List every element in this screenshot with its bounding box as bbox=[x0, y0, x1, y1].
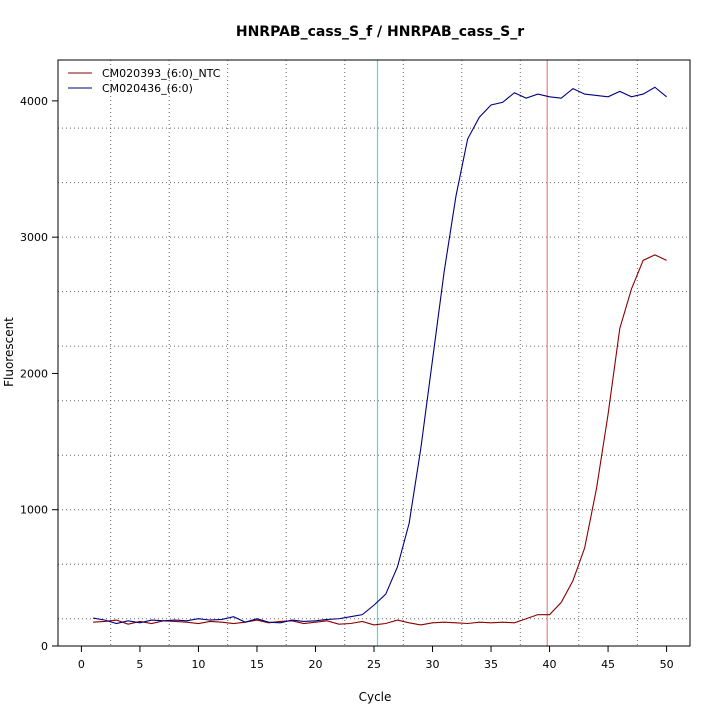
y-axis: 0 1000 2000 3000 4000 bbox=[20, 95, 58, 653]
x-tick-label-5: 25 bbox=[367, 658, 381, 671]
x-tick-label-6: 30 bbox=[426, 658, 440, 671]
series-line-0 bbox=[93, 254, 667, 626]
legend: CM020393_(6:0)_NTC CM020436_(6:0) bbox=[68, 67, 221, 95]
x-tick-label-3: 15 bbox=[250, 658, 264, 671]
x-tick-label-0: 0 bbox=[78, 658, 85, 671]
y-tick-label-1: 1000 bbox=[20, 504, 48, 517]
x-tick-label-2: 10 bbox=[191, 658, 205, 671]
y-axis-label: Fluorescent bbox=[2, 317, 16, 387]
x-tick-label-8: 40 bbox=[543, 658, 557, 671]
y-tick-label-0: 0 bbox=[41, 640, 48, 653]
x-tick-label-9: 45 bbox=[601, 658, 615, 671]
x-axis: 0 5 10 15 20 25 30 35 40 45 50 bbox=[78, 646, 674, 671]
grid bbox=[58, 60, 690, 646]
x-tick-label-4: 20 bbox=[308, 658, 322, 671]
threshold-lines bbox=[376, 60, 548, 646]
y-tick-label-4: 4000 bbox=[20, 95, 48, 108]
y-tick-label-3: 3000 bbox=[20, 231, 48, 244]
x-axis-label: Cycle bbox=[359, 690, 392, 704]
series-lines bbox=[93, 86, 667, 626]
legend-label-1: CM020436_(6:0) bbox=[102, 82, 193, 95]
series-line-1 bbox=[93, 86, 667, 625]
x-tick-label-1: 5 bbox=[136, 658, 143, 671]
plot-frame bbox=[57, 59, 691, 647]
chart-title: HNRPAB_cass_S_f / HNRPAB_cass_S_r bbox=[236, 24, 524, 40]
x-tick-label-10: 50 bbox=[660, 658, 674, 671]
x-tick-label-7: 35 bbox=[484, 658, 498, 671]
legend-label-0: CM020393_(6:0)_NTC bbox=[102, 67, 221, 80]
y-tick-label-2: 2000 bbox=[20, 367, 48, 380]
